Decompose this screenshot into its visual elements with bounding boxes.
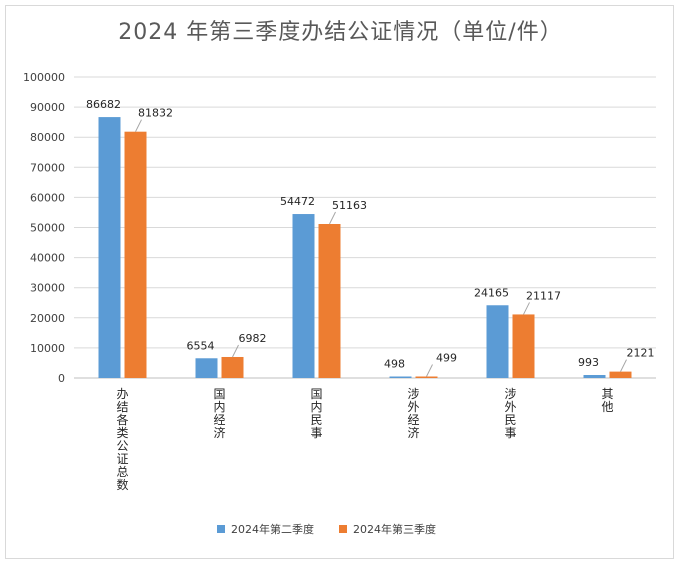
bar [389,376,412,378]
y-tick-label: 30000 [30,282,65,295]
bar [512,314,535,378]
y-tick-label: 70000 [30,161,65,174]
bar [124,131,147,378]
data-label: 86682 [86,98,121,111]
y-tick-label: 50000 [30,222,65,235]
leader-line [523,302,530,315]
bar [583,375,606,378]
data-label: 6982 [239,332,267,345]
leader-line [135,119,142,132]
legend-label: 2024年第三季度 [353,522,436,536]
data-label: 498 [384,358,405,371]
bar [292,214,315,378]
y-tick-label: 20000 [30,312,65,325]
legend-label: 2024年第二季度 [231,522,314,536]
data-label: 499 [436,351,457,364]
data-label: 24165 [474,286,509,299]
bar [98,117,121,378]
bar [486,305,509,378]
data-label: 51163 [332,199,367,212]
data-label: 21117 [526,289,561,302]
x-category-label: 国内民事 [310,387,322,440]
bar [195,358,218,378]
bar [221,356,244,378]
x-category-label: 其他 [601,387,613,414]
leader-line [426,364,433,377]
y-tick-label: 90000 [30,101,65,114]
y-tick-label: 100000 [23,71,65,84]
bar [318,223,341,378]
legend-swatch [217,525,225,533]
y-tick-label: 0 [58,372,65,385]
leader-line [620,359,627,372]
y-tick-label: 40000 [30,252,65,265]
bar [609,371,632,378]
x-category-label: 涉外民事 [504,387,516,440]
leader-line [232,344,239,358]
legend-swatch [339,525,347,533]
x-category-label: 涉外经济 [407,387,419,440]
y-tick-label: 60000 [30,191,65,204]
leader-line [329,211,336,225]
data-label: 6554 [187,339,215,352]
data-label: 993 [578,356,599,369]
y-tick-label: 80000 [30,131,65,144]
chart-title: 2024 年第三季度办结公证情况（单位/件） [118,20,563,45]
x-category-label: 国内经济 [213,387,225,440]
data-label: 2121 [627,347,655,360]
data-label: 81832 [138,107,173,120]
y-tick-label: 10000 [30,342,65,355]
data-label: 54472 [280,195,315,208]
x-category-label: 办结各类公证总数 [116,386,128,492]
bar [415,376,438,378]
